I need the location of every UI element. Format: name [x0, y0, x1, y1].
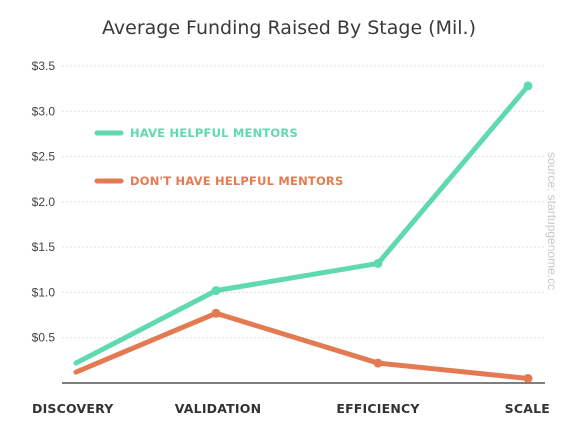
x-tick-label: SCALE — [505, 401, 550, 416]
x-tick-label: EFFICIENCY — [336, 401, 420, 416]
series-lines — [73, 81, 533, 383]
y-tick-label: $1.0 — [32, 285, 56, 299]
legend: HAVE HELPFUL MENTORS DON'T HAVE HELPFUL M… — [94, 126, 343, 188]
chart-title: Average Funding Raised By Stage (Mil.) — [102, 17, 476, 39]
y-tick-label: $3.0 — [32, 104, 56, 118]
source-note: source: startupgenome.cc — [545, 152, 559, 290]
series-line — [73, 310, 531, 381]
y-tick-label: $2.0 — [32, 195, 56, 209]
x-tick-label: DISCOVERY — [32, 401, 114, 416]
gridlines — [62, 65, 545, 339]
y-tick-label: $1.5 — [32, 240, 56, 254]
x-tick-label: VALIDATION — [175, 401, 261, 416]
data-point — [211, 286, 221, 296]
y-tick-label: $3.5 — [32, 59, 56, 73]
data-point — [373, 358, 383, 368]
data-point — [523, 373, 533, 383]
series-2 — [73, 308, 533, 383]
series-line — [73, 83, 531, 366]
data-point — [211, 308, 221, 318]
data-point — [523, 81, 533, 91]
y-tick-label: $0.5 — [32, 331, 56, 345]
y-tick-label: $2.5 — [32, 150, 56, 164]
series-1 — [73, 81, 533, 366]
legend-label: DON'T HAVE HELPFUL MENTORS — [130, 174, 343, 188]
y-axis-ticks: $0.5 $1.0 $1.5 $2.0 $2.5 $3.0 $3.5 — [32, 59, 56, 345]
legend-label: HAVE HELPFUL MENTORS — [130, 126, 298, 140]
x-axis-ticks: DISCOVERY VALIDATION EFFICIENCY SCALE — [32, 401, 550, 416]
data-point — [373, 258, 383, 268]
